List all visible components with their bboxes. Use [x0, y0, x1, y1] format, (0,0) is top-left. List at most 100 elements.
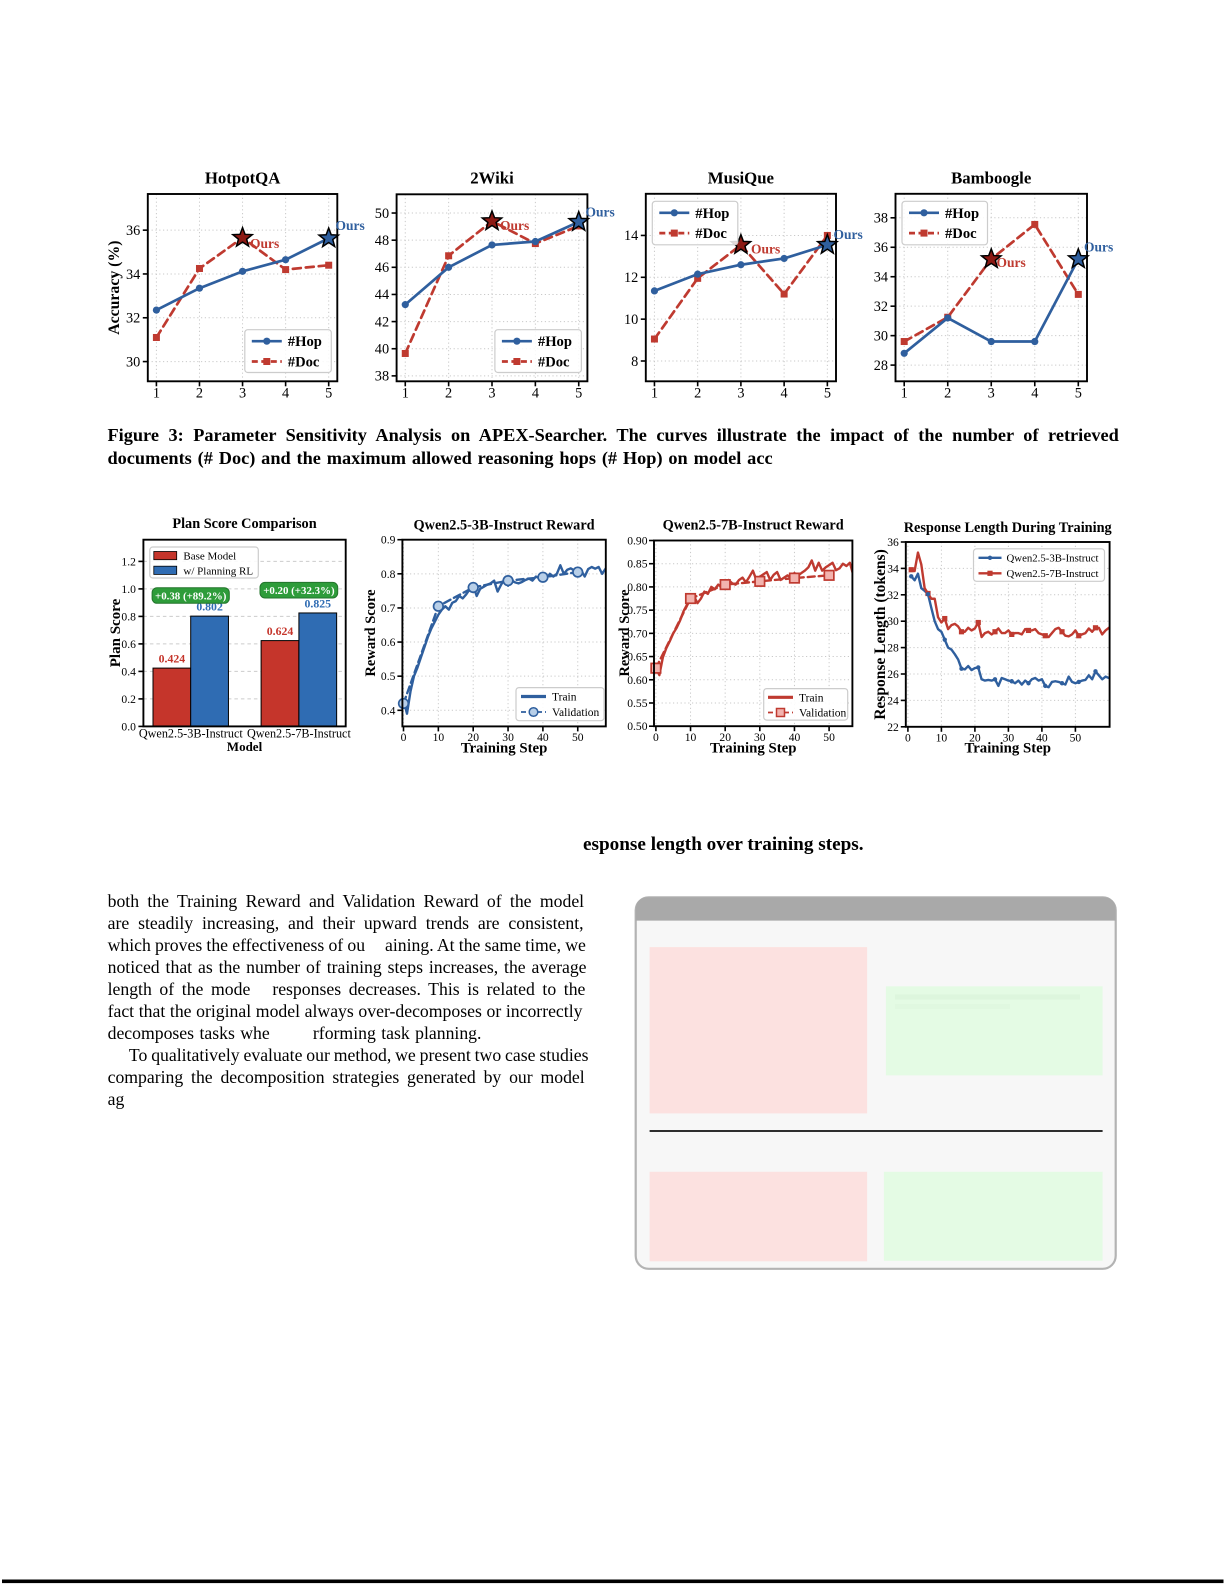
svg-text:#Doc: #Doc — [695, 226, 727, 242]
svg-text:0.6: 0.6 — [381, 636, 396, 649]
svg-text:30: 30 — [1003, 731, 1015, 744]
svg-text:30: 30 — [874, 328, 888, 344]
svg-text:Qwen2.5-7B-Instruct: Qwen2.5-7B-Instruct — [1007, 568, 1099, 580]
svg-text:Accuracy (%): Accuracy (%) — [106, 240, 123, 334]
svg-text:10: 10 — [936, 731, 948, 744]
svg-text:Ours: Ours — [336, 218, 365, 233]
svg-text:34: 34 — [887, 562, 899, 575]
svg-text:30: 30 — [126, 354, 140, 370]
svg-text:0.80: 0.80 — [627, 581, 647, 594]
svg-text:Validation: Validation — [799, 708, 847, 720]
svg-text:32: 32 — [887, 589, 899, 602]
svg-text:3: 3 — [988, 386, 995, 402]
svg-text:4: 4 — [1031, 386, 1038, 402]
svg-text:w/ Planning RL: w/ Planning RL — [183, 565, 253, 577]
svg-text:0.85: 0.85 — [627, 558, 647, 571]
svg-text:38: 38 — [874, 211, 888, 227]
svg-text:HotpotQA: HotpotQA — [205, 168, 281, 187]
svg-text:0.90: 0.90 — [627, 535, 647, 548]
svg-text:0.624: 0.624 — [267, 624, 294, 638]
svg-text:#Hop: #Hop — [695, 206, 729, 222]
svg-text:MusiQue: MusiQue — [708, 168, 775, 187]
svg-text:#Doc: #Doc — [288, 355, 320, 371]
svg-text:30: 30 — [502, 731, 514, 744]
svg-text:32: 32 — [126, 311, 140, 327]
svg-text:0.6: 0.6 — [121, 638, 136, 651]
svg-text:5: 5 — [325, 386, 332, 402]
svg-text:50: 50 — [823, 731, 835, 744]
svg-text:Base Model: Base Model — [183, 551, 236, 563]
svg-text:Qwen2.5-3B-Instruct: Qwen2.5-3B-Instruct — [1007, 553, 1099, 565]
svg-text:3: 3 — [488, 386, 495, 402]
svg-text:48: 48 — [375, 233, 389, 249]
svg-text:5: 5 — [824, 386, 831, 402]
svg-text:46: 46 — [375, 260, 389, 276]
svg-text:Ours: Ours — [250, 236, 279, 251]
svg-text:28: 28 — [874, 358, 888, 374]
svg-text:38: 38 — [375, 369, 389, 385]
svg-text:20: 20 — [467, 731, 479, 744]
svg-text:0.70: 0.70 — [627, 627, 647, 640]
svg-text:Training Step: Training Step — [964, 740, 1050, 756]
svg-text:14: 14 — [624, 228, 638, 244]
svg-text:Plan Score Comparison: Plan Score Comparison — [172, 516, 316, 532]
svg-text:+0.38 (+89.2%): +0.38 (+89.2%) — [155, 590, 227, 602]
svg-text:Qwen2.5-7B-Instruct Reward: Qwen2.5-7B-Instruct Reward — [663, 517, 844, 533]
svg-text:0: 0 — [401, 731, 407, 744]
svg-text:40: 40 — [789, 731, 801, 744]
svg-text:Response Length During Trainin: Response Length During Training — [904, 520, 1113, 536]
svg-text:20: 20 — [719, 731, 731, 744]
svg-text:Reward Score: Reward Score — [363, 589, 379, 677]
svg-text:1: 1 — [901, 386, 908, 402]
svg-text:10: 10 — [624, 312, 638, 328]
svg-text:30: 30 — [754, 731, 766, 744]
svg-text:Train: Train — [799, 692, 824, 704]
svg-text:4: 4 — [282, 386, 289, 402]
svg-text:12: 12 — [624, 270, 638, 286]
svg-text:5: 5 — [1075, 386, 1082, 402]
svg-text:1.2: 1.2 — [121, 555, 136, 568]
svg-text:#Hop: #Hop — [288, 334, 322, 350]
svg-text:0.7: 0.7 — [381, 602, 396, 615]
svg-text:3: 3 — [239, 386, 246, 402]
svg-text:Bamboogle: Bamboogle — [951, 168, 1032, 187]
svg-text:36: 36 — [874, 240, 888, 256]
svg-text:40: 40 — [375, 342, 389, 358]
svg-text:0.9: 0.9 — [381, 534, 396, 547]
svg-text:42: 42 — [375, 314, 389, 330]
svg-text:Qwen2.5-3B-Instruct Reward: Qwen2.5-3B-Instruct Reward — [414, 517, 595, 533]
svg-text:28: 28 — [887, 642, 899, 655]
svg-text:Train: Train — [552, 692, 577, 704]
svg-text:Ours: Ours — [500, 218, 529, 233]
svg-text:Ours: Ours — [586, 205, 615, 220]
svg-text:Reward Score: Reward Score — [617, 589, 633, 677]
svg-text:2: 2 — [944, 386, 951, 402]
svg-text:34: 34 — [874, 270, 888, 286]
svg-text:40: 40 — [1036, 731, 1048, 744]
svg-text:4: 4 — [532, 386, 539, 402]
svg-text:Ours: Ours — [997, 255, 1026, 270]
svg-text:#Hop: #Hop — [945, 206, 979, 222]
svg-text:Training Step: Training Step — [461, 740, 547, 756]
svg-text:2: 2 — [196, 386, 203, 402]
svg-text:#Doc: #Doc — [945, 226, 977, 242]
svg-text:Ours: Ours — [1084, 240, 1113, 255]
svg-text:0: 0 — [653, 731, 659, 744]
svg-text:0.4: 0.4 — [121, 665, 136, 678]
svg-text:1: 1 — [402, 386, 409, 402]
svg-text:0.825: 0.825 — [305, 597, 332, 611]
svg-text:0.8: 0.8 — [121, 610, 136, 623]
svg-text:2: 2 — [694, 386, 701, 402]
svg-text:0.75: 0.75 — [627, 604, 647, 617]
svg-text:Plan Score: Plan Score — [108, 598, 124, 667]
svg-text:20: 20 — [969, 731, 981, 744]
svg-text:2: 2 — [445, 386, 452, 402]
svg-text:0.424: 0.424 — [159, 652, 186, 666]
svg-text:Qwen2.5-3B-Instruct: Qwen2.5-3B-Instruct — [139, 726, 244, 740]
svg-text:Qwen2.5-7B-Instruct: Qwen2.5-7B-Instruct — [247, 726, 352, 740]
svg-text:0.0: 0.0 — [121, 720, 136, 733]
svg-text:22: 22 — [887, 721, 899, 734]
svg-text:#Doc: #Doc — [538, 355, 570, 371]
svg-text:36: 36 — [887, 536, 899, 549]
svg-text:5: 5 — [575, 386, 582, 402]
